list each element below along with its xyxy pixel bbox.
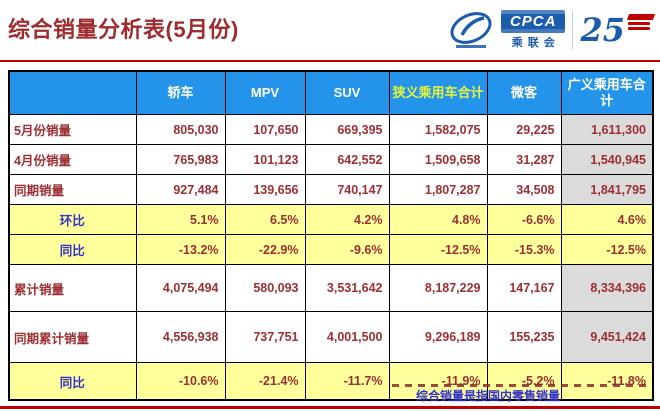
- header-row: 轿车 MPV SUV 狭义乘用车合计 微客 广义乘用车合计: [8, 70, 654, 115]
- value-cell: 1,509,658: [388, 144, 488, 175]
- value-cell: 9,451,424: [560, 311, 654, 363]
- value-cell: 4.8%: [388, 204, 488, 235]
- value-cell: -15.3%: [486, 234, 562, 265]
- corner-header: [8, 70, 137, 115]
- row-label: 累计销量: [8, 264, 137, 312]
- value-cell: -6.6%: [486, 204, 562, 235]
- table-row: 5月份销量 805,030 107,650 669,395 1,582,075 29,22…: [8, 114, 654, 145]
- value-cell: 1,540,945: [560, 144, 654, 175]
- value-cell: 765,983: [135, 144, 226, 175]
- cpca-wordmark: CPCA 乘联会: [500, 10, 566, 50]
- anniversary-mark: 25: [580, 10, 656, 50]
- footnote: 综合销量是指国内零售销量: [416, 389, 561, 403]
- value-cell: 139,656: [224, 174, 306, 205]
- value-cell: 1,807,287: [388, 174, 488, 205]
- table-row: 同比 -10.6% -21.4% -11.7% -11.9% -5.2% -11.8%: [8, 362, 654, 401]
- row-label: 4月份销量: [8, 144, 137, 175]
- value-cell: 31,287: [486, 144, 562, 175]
- table-row: 累计销量 4,075,494 580,093 3,531,642 8,187,229 14…: [8, 264, 654, 312]
- row-label: 同比: [8, 362, 137, 401]
- value-cell: 9,296,189: [388, 311, 488, 363]
- column-header: SUV: [304, 70, 390, 115]
- value-cell: 155,235: [486, 311, 562, 363]
- value-cell: 8,334,396: [560, 264, 654, 312]
- value-cell: 4,001,500: [304, 311, 390, 363]
- value-cell: 5.1%: [135, 204, 226, 235]
- value-cell: 29,225: [486, 114, 562, 145]
- value-cell: -9.6%: [304, 234, 390, 265]
- value-cell: 3,531,642: [304, 264, 390, 312]
- table-row: 同期累计销量 4,556,938 737,751 4,001,500 9,296,189…: [8, 311, 654, 363]
- value-cell: 4.2%: [304, 204, 390, 235]
- value-cell: 4.6%: [560, 204, 654, 235]
- page-header: 综合销量分析表(5月份) CPCA 乘联会 25: [0, 0, 660, 60]
- value-cell: 737,751: [224, 311, 306, 363]
- cropped-text-artifact: [392, 384, 652, 387]
- value-cell: -12.5%: [560, 234, 654, 265]
- column-header: MPV: [224, 70, 306, 115]
- sales-table: 轿车 MPV SUV 狭义乘用车合计 微客 广义乘用车合计 5月份销量 805,030 107…: [8, 70, 654, 401]
- row-label: 5月份销量: [8, 114, 137, 145]
- value-cell: -11.8%: [560, 362, 654, 401]
- value-cell: 1,841,795: [560, 174, 654, 205]
- value-cell: 4,556,938: [135, 311, 226, 363]
- value-cell: 642,552: [304, 144, 390, 175]
- bottom-accent-line: [0, 406, 660, 409]
- value-cell: 34,508: [486, 174, 562, 205]
- value-cell: 8,187,229: [388, 264, 488, 312]
- row-label: 同比: [8, 234, 137, 265]
- value-cell: 6.5%: [224, 204, 306, 235]
- column-header: 广义乘用车合计: [560, 70, 654, 115]
- column-header: 狭义乘用车合计: [388, 70, 488, 115]
- value-cell: 101,123: [224, 144, 306, 175]
- anniversary-ribbon-icon: [626, 14, 656, 30]
- column-header: 轿车: [135, 70, 226, 115]
- table-row: 4月份销量 765,983 101,123 642,552 1,509,658 31,28…: [8, 144, 654, 175]
- value-cell: 669,395: [304, 114, 390, 145]
- table-row: 同期销量 927,484 139,656 740,147 1,807,287 34,508…: [8, 174, 654, 205]
- value-cell: 740,147: [304, 174, 390, 205]
- logo-divider: [572, 11, 574, 49]
- value-cell: 927,484: [135, 174, 226, 205]
- value-cell: 107,650: [224, 114, 306, 145]
- value-cell: -12.5%: [388, 234, 488, 265]
- table-row: 环比 5.1% 6.5% 4.2% 4.8% -6.6% 4.6%: [8, 204, 654, 235]
- value-cell: -5.2%: [486, 362, 562, 401]
- cpca-emblem-icon: [450, 12, 492, 48]
- value-cell: -22.9%: [224, 234, 306, 265]
- value-cell: 580,093: [224, 264, 306, 312]
- column-header: 微客: [486, 70, 562, 115]
- value-cell: 1,611,300: [560, 114, 654, 145]
- value-cell: 4,075,494: [135, 264, 226, 312]
- value-cell: -21.4%: [224, 362, 306, 401]
- value-cell: 1,582,075: [388, 114, 488, 145]
- row-label: 同期累计销量: [8, 311, 137, 363]
- value-cell: -13.2%: [135, 234, 226, 265]
- row-label: 同期销量: [8, 174, 137, 205]
- value-cell: 147,167: [486, 264, 562, 312]
- table-row: 同比 -13.2% -22.9% -9.6% -12.5% -15.3% -12.5%: [8, 234, 654, 265]
- cpca-chinese-name: 乘联会: [511, 37, 560, 49]
- anniversary-number: 25: [580, 11, 625, 49]
- cpca-logo: CPCA 乘联会 25: [448, 7, 656, 53]
- page-title: 综合销量分析表(5月份): [8, 17, 239, 42]
- cpca-abbr: CPCA: [500, 10, 566, 33]
- value-cell: -10.6%: [135, 362, 226, 401]
- title-underline: [0, 60, 660, 62]
- row-label: 环比: [8, 204, 137, 235]
- value-cell: 805,030: [135, 114, 226, 145]
- value-cell: -11.7%: [304, 362, 390, 401]
